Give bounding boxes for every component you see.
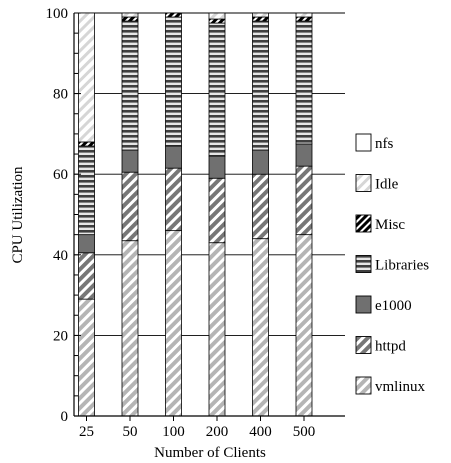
- y-axis-ticks: 0 20 40 60 80 100: [46, 6, 81, 425]
- bar-e1000-25: [78, 234, 95, 254]
- legend: nfs Idle Misc Libraries e1000 httpd vmlinux: [355, 133, 429, 395]
- bar-stack-100: [165, 12, 182, 417]
- bar-e1000-500: [295, 143, 313, 167]
- x-axis-ticks: 25 50 100 200 400 500: [79, 416, 315, 440]
- legend-swatch-httpd: [355, 336, 372, 354]
- bar-stack-400: [252, 12, 269, 417]
- legend-swatch-vmlinux: [355, 376, 372, 395]
- y-tick-label: 40: [53, 248, 68, 264]
- legend-item-httpd: httpd: [355, 336, 406, 355]
- bar-idle-25: [78, 12, 95, 143]
- bar-idle-500: [295, 12, 313, 18]
- bar-misc-400: [252, 16, 269, 22]
- bar-vmlinux-50: [121, 240, 139, 417]
- legend-item-e1000: e1000: [355, 295, 412, 314]
- legend-item-idle: Idle: [355, 174, 399, 193]
- bar-idle-400: [252, 12, 269, 18]
- bar-stack-500: [295, 12, 313, 417]
- x-tick-label-25: 25: [79, 424, 94, 440]
- bar-e1000-100: [165, 145, 182, 169]
- bar-idle-200: [208, 12, 226, 20]
- bar-httpd-400: [252, 173, 269, 240]
- bar-vmlinux-100: [165, 230, 182, 417]
- bar-httpd-25: [78, 252, 95, 300]
- bar-e1000-400: [252, 149, 269, 175]
- legend-label-libraries: Libraries: [375, 258, 429, 274]
- bar-libraries-200: [208, 22, 226, 157]
- bar-misc-500: [295, 16, 313, 22]
- bar-vmlinux-400: [252, 238, 269, 417]
- y-tick-label: 80: [53, 87, 68, 103]
- bar-e1000-200: [208, 155, 226, 179]
- bar-stack-200: [208, 12, 226, 417]
- bar-httpd-100: [165, 167, 182, 232]
- x-tick-label-100: 100: [162, 424, 185, 440]
- y-axis-title: CPU Utilization: [10, 166, 26, 264]
- bar-vmlinux-25: [78, 298, 95, 417]
- x-axis-title: Number of Clients: [154, 445, 266, 461]
- bar-misc-200: [208, 18, 226, 24]
- x-tick-label-500: 500: [293, 424, 316, 440]
- bar-libraries-100: [165, 16, 182, 147]
- bar-libraries-50: [121, 20, 139, 151]
- bar-misc-25: [78, 141, 95, 147]
- bar-httpd-500: [295, 165, 313, 236]
- bar-httpd-50: [121, 171, 139, 242]
- legend-item-nfs: nfs: [355, 133, 393, 152]
- x-tick-label-400: 400: [249, 424, 272, 440]
- legend-swatch-misc: [355, 214, 372, 233]
- legend-swatch-idle: [355, 174, 372, 192]
- y-tick-label: 20: [53, 328, 68, 344]
- bar-libraries-500: [295, 20, 313, 145]
- legend-swatch-nfs: [355, 133, 372, 152]
- bar-idle-50: [121, 12, 139, 18]
- legend-item-libraries: Libraries: [355, 255, 429, 274]
- bar-misc-100: [165, 12, 182, 18]
- legend-item-vmlinux: vmlinux: [355, 376, 426, 395]
- bar-libraries-400: [252, 20, 269, 151]
- bar-vmlinux-200: [208, 242, 226, 417]
- bar-vmlinux-500: [295, 234, 313, 417]
- legend-label-httpd: httpd: [375, 339, 406, 355]
- legend-swatch-libraries: [355, 255, 372, 273]
- bar-stack-50: [121, 12, 139, 417]
- legend-label-idle: Idle: [375, 177, 399, 193]
- bar-e1000-50: [121, 149, 139, 173]
- bar-misc-50: [121, 16, 139, 22]
- legend-label-vmlinux: vmlinux: [375, 379, 426, 395]
- legend-label-misc: Misc: [375, 217, 405, 233]
- legend-label-e1000: e1000: [375, 298, 412, 314]
- x-tick-label-200: 200: [206, 424, 229, 440]
- bar-libraries-25: [78, 145, 95, 236]
- bar-stacks: [78, 12, 313, 417]
- legend-item-misc: Misc: [355, 214, 405, 233]
- legend-swatch-e1000: [355, 295, 372, 314]
- x-tick-label-50: 50: [123, 424, 138, 440]
- legend-label-nfs: nfs: [375, 136, 393, 152]
- y-tick-label: 0: [61, 409, 69, 425]
- y-tick-label: 60: [53, 167, 68, 183]
- bar-stack-25: [78, 12, 95, 417]
- y-tick-label: 100: [46, 6, 69, 22]
- bar-httpd-200: [208, 177, 226, 244]
